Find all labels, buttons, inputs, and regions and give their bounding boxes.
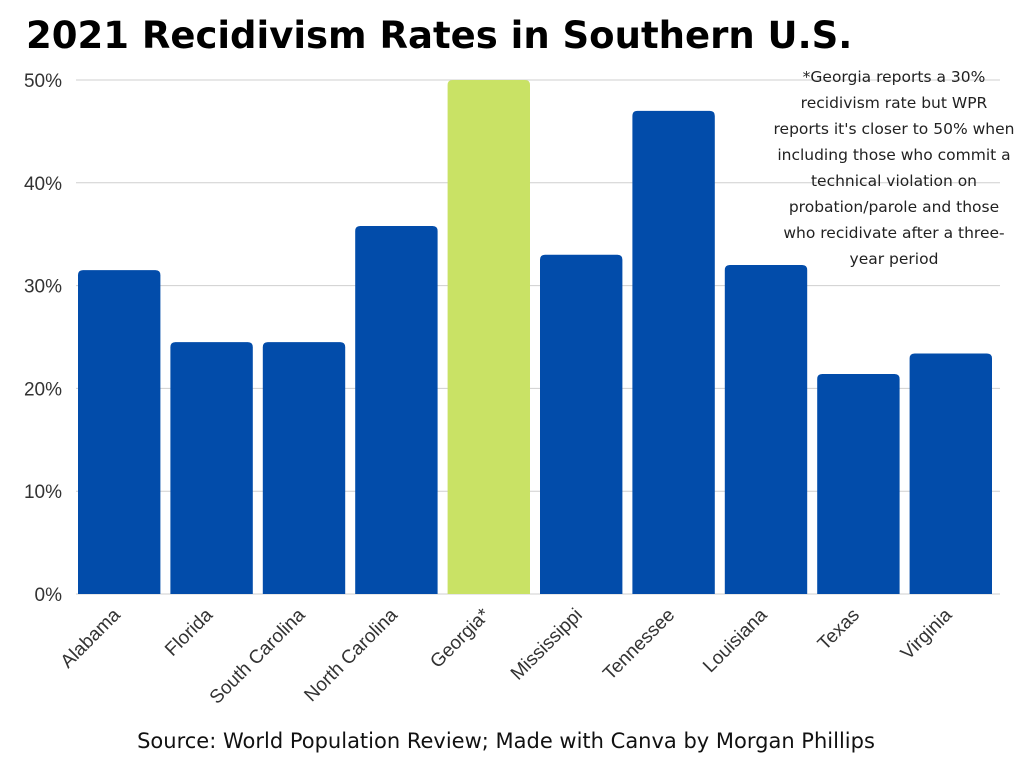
bar-florida	[170, 342, 253, 594]
x-category-label: Georgia*	[426, 604, 494, 672]
bar-north-carolina	[355, 225, 438, 594]
y-axis-tick-labels: 0% 10% 20% 30% 40% 50%	[24, 71, 62, 606]
bars	[78, 80, 992, 594]
x-category-label: Tennessee	[599, 605, 679, 685]
y-tick-label: 20%	[24, 379, 62, 400]
bar-south-carolina	[262, 342, 346, 594]
y-tick-label: 50%	[24, 71, 62, 92]
source-caption: Source: World Population Review; Made wi…	[137, 729, 875, 753]
x-category-label: North Carolina	[300, 604, 402, 706]
bar-georgia	[447, 80, 530, 594]
y-tick-label: 40%	[24, 174, 62, 195]
y-tick-label: 30%	[24, 277, 62, 298]
bar-alabama	[78, 270, 161, 594]
bar-virginia	[909, 353, 992, 594]
x-category-label: Texas	[814, 605, 864, 655]
bar-texas	[817, 374, 900, 594]
bar-mississippi	[540, 254, 623, 594]
chart-title: 2021 Recidivism Rates in Southern U.S.	[26, 14, 853, 57]
x-category-label: Mississippi	[507, 605, 587, 685]
y-tick-label: 0%	[35, 585, 63, 606]
bar-louisiana	[724, 265, 808, 594]
y-tick-label: 10%	[24, 482, 62, 503]
georgia-footnote-annotation: *Georgia reports a 30% recidivism rate b…	[773, 68, 1015, 268]
x-category-label: Alabama	[57, 604, 125, 672]
x-category-label: Virginia	[897, 604, 957, 664]
x-category-label: Florida	[161, 604, 217, 660]
bar-tennessee	[632, 110, 715, 594]
x-category-label: South Carolina	[206, 604, 310, 708]
x-category-label: Louisiana	[699, 604, 772, 677]
